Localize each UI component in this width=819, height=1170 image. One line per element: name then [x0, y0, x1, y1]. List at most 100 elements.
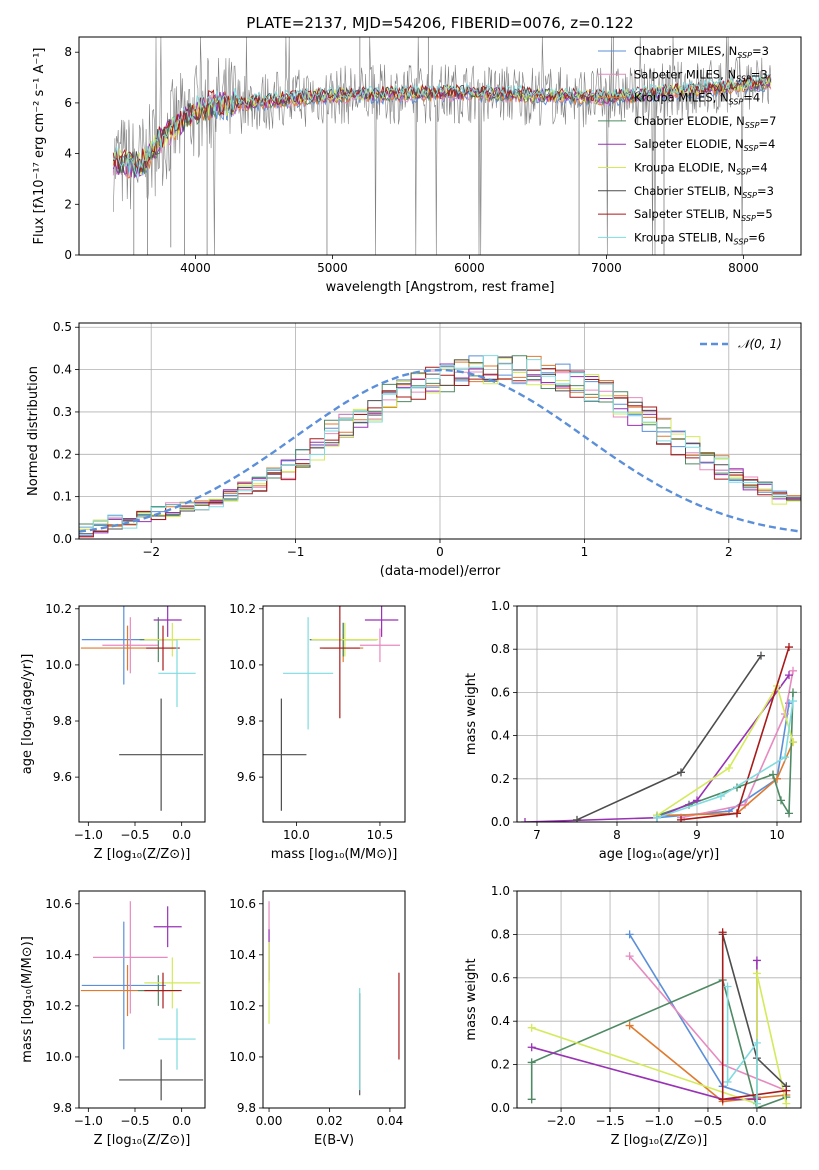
series-salpeter-elodie-marker — [785, 671, 793, 680]
series-kroupa-stelib-marker — [723, 1077, 732, 1086]
y-tick-label: 0.8 — [491, 642, 510, 656]
legend-sub: SSP — [744, 144, 759, 153]
gaussian-curve — [79, 368, 801, 533]
legend-entry: Kroupa ELODIE, NSSP=4 — [634, 161, 768, 177]
series-salpeter-elodie-marker — [527, 1043, 536, 1052]
axes-frame — [516, 605, 802, 823]
legend-entry: Chabrier MILES, NSSP=3 — [634, 44, 769, 60]
legend-eq: =4 — [758, 137, 775, 151]
y-axis-label: mass weight — [464, 673, 479, 755]
legend-sub: SSP — [737, 51, 752, 60]
x-tick-label: 5000 — [317, 261, 348, 275]
legend-entry: Kroupa STELIB, NSSP=6 — [634, 230, 765, 246]
plot-area — [80, 606, 204, 811]
series-kroupa-stelib-marker — [781, 753, 789, 762]
y-tick-label: 1.0 — [491, 884, 510, 898]
legend-entry: Salpeter MILES, NSSP=3 — [634, 67, 768, 83]
legend-label: Chabrier ELODIE, N — [634, 114, 745, 128]
legend-eq: =6 — [748, 230, 765, 244]
legend-sub: SSP — [736, 74, 751, 83]
panel-3: 10.0 10.5 9.6 9.8 10.0 10.2 mass [log₁₀(M/M⊙)] — [229, 602, 406, 862]
series-kroupa-elodie-marker — [725, 764, 733, 772]
x-tick-label: 0.02 — [316, 1114, 343, 1128]
series-chabrier-elodie-marker — [769, 770, 777, 779]
plot-area — [112, 37, 772, 255]
x-tick-label: 10.0 — [283, 828, 310, 842]
y-tick-label: 4 — [64, 147, 72, 161]
series-salpeter-elodie-marker — [521, 818, 529, 822]
legend-entry: Chabrier STELIB, NSSP=3 — [634, 184, 774, 200]
axes-frame — [78, 890, 206, 1109]
y-tick-label: 0.0 — [491, 815, 510, 829]
series-kroupa-stelib — [726, 986, 758, 1104]
y-tick-label: 10.2 — [229, 999, 256, 1013]
axes-frame — [78, 322, 802, 540]
model-fit-kroupa-stelib — [113, 73, 771, 176]
y-tick-label: 9.8 — [53, 1101, 72, 1115]
legend-label: Kroupa ELODIE, N — [634, 161, 736, 175]
x-tick-label: −2.0 — [546, 1114, 575, 1128]
y-tick-label: 0 — [64, 248, 72, 262]
y-tick-label: 0.4 — [491, 1014, 510, 1028]
y-axis-label: Normed distribution — [26, 366, 41, 496]
y-tick-label: 9.6 — [53, 770, 72, 784]
series-chabrier-elodie-marker — [789, 688, 797, 697]
x-tick-label: −1.5 — [595, 1114, 624, 1128]
series-chabrier-stelib-marker — [573, 815, 581, 822]
series-kroupa-stelib-marker — [789, 697, 797, 706]
y-tick-label: 9.8 — [53, 714, 72, 728]
y-tick-label: 0.2 — [491, 772, 510, 786]
legend-label: Salpeter MILES, N — [634, 67, 736, 81]
axes-frame — [262, 890, 406, 1109]
legend-entry: Chabrier ELODIE, NSSP=7 — [634, 114, 776, 130]
figure-title: PLATE=2137, MJD=54206, FIBERID=0076, z=0… — [246, 14, 633, 32]
legend-eq: =7 — [760, 114, 777, 128]
legend-sub: SSP — [745, 121, 760, 130]
x-tick-label: 6000 — [454, 261, 485, 275]
x-tick-label: 7000 — [591, 261, 622, 275]
x-tick-label: 7 — [533, 828, 541, 842]
y-tick-label: 0.5 — [53, 320, 72, 334]
x-tick-label: −1 — [287, 545, 305, 559]
y-tick-label: 9.6 — [237, 770, 256, 784]
plot-area — [527, 928, 791, 1108]
legend-label: Kroupa MILES, N — [634, 91, 729, 105]
y-tick-label: 10.6 — [45, 897, 72, 911]
plot-area — [80, 901, 204, 1101]
y-tick-label: 0.6 — [491, 971, 510, 985]
x-tick-label: 0.00 — [256, 1114, 283, 1128]
x-axis-label: (data-model)/error — [380, 564, 501, 579]
x-tick-label: 0.0 — [172, 828, 191, 842]
plot-area — [521, 643, 797, 822]
y-axis-label: Flux [fλ10⁻¹⁷ erg cm⁻² s⁻¹ A⁻¹] — [32, 48, 47, 245]
x-axis-label: mass [log₁₀(M/M⊙)] — [271, 847, 398, 862]
legend-entry: 𝒩(0, 1) — [738, 337, 782, 351]
y-tick-label: 0.2 — [53, 447, 72, 461]
x-tick-label: 0.04 — [377, 1114, 404, 1128]
series-chabrier-elodie-marker — [527, 1095, 536, 1104]
y-tick-label: 0.0 — [491, 1101, 510, 1115]
legend-label: Kroupa STELIB, N — [634, 230, 734, 244]
series-kroupa-stelib-marker — [653, 813, 661, 822]
series-kroupa-elodie — [656, 683, 794, 817]
series-kroupa-stelib-marker — [752, 1099, 761, 1108]
series-chabrier-stelib-marker — [757, 651, 765, 660]
legend-label: Salpeter ELODIE, N — [634, 137, 744, 151]
x-tick-label: 0 — [436, 545, 444, 559]
series-salpeter-elodie — [524, 674, 790, 822]
y-tick-label: 0.8 — [491, 927, 510, 941]
y-tick-label: 6 — [64, 96, 72, 110]
legend-entry: Salpeter ELODIE, NSSP=4 — [634, 137, 775, 153]
x-axis-label: Z [log₁₀(Z/Z⊙)] — [94, 1133, 191, 1148]
series-kroupa-stelib-marker — [723, 982, 732, 991]
hist-kroupa-stelib — [79, 355, 801, 529]
x-tick-label: 8 — [613, 828, 621, 842]
series-salpeter-stelib-marker — [785, 643, 793, 652]
y-tick-label: 10.2 — [229, 602, 256, 616]
x-tick-label: 0.0 — [172, 1114, 191, 1128]
x-tick-label: −1.0 — [74, 828, 103, 842]
legend-sub: SSP — [741, 214, 756, 223]
legend-sub: SSP — [729, 98, 744, 107]
